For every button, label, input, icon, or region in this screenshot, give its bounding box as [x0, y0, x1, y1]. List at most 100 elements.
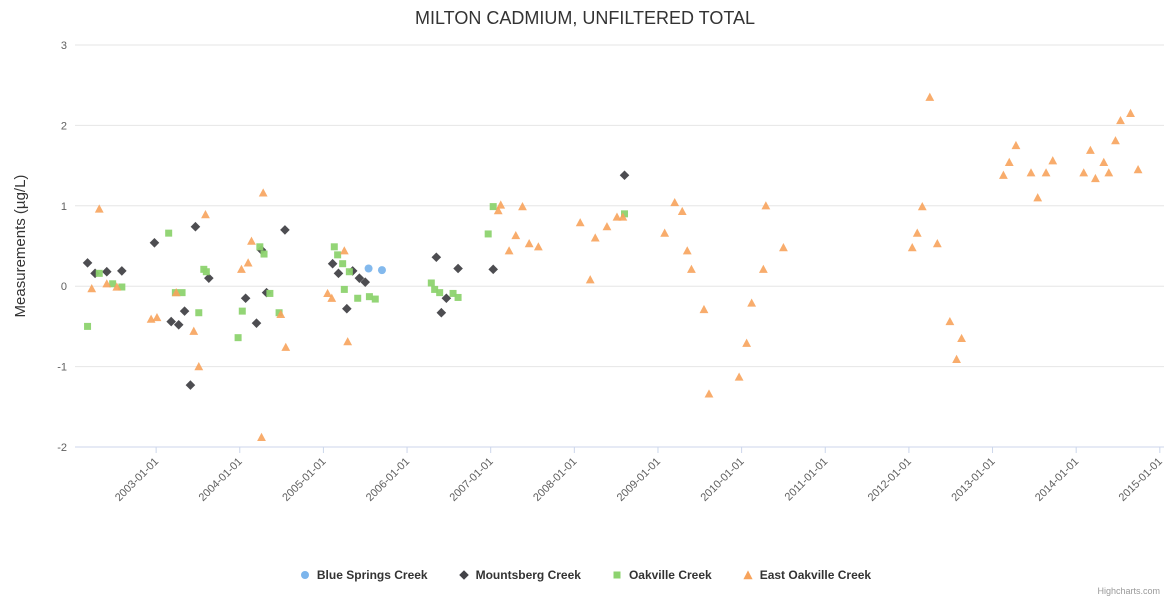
data-point[interactable] [343, 337, 353, 346]
data-point[interactable] [484, 230, 492, 238]
data-point[interactable] [742, 338, 752, 347]
data-point[interactable] [1079, 168, 1089, 177]
data-point[interactable] [178, 289, 186, 297]
data-point[interactable] [619, 170, 630, 181]
data-point[interactable] [237, 264, 246, 273]
data-point[interactable] [251, 318, 262, 328]
legend-item-mountsberg-creek[interactable]: Mountsberg Creek [458, 568, 581, 582]
data-point[interactable] [912, 228, 922, 237]
data-point[interactable] [281, 342, 291, 351]
data-point[interactable] [585, 275, 595, 284]
legend-item-blue-springs-creek[interactable]: Blue Springs Creek [299, 568, 428, 582]
data-point[interactable] [925, 92, 935, 101]
data-point[interactable] [95, 269, 103, 277]
data-point[interactable] [682, 246, 692, 255]
data-point[interactable] [260, 250, 268, 258]
data-point[interactable] [247, 236, 256, 245]
data-point[interactable] [917, 202, 927, 211]
data-point[interactable] [280, 225, 290, 235]
data-point[interactable] [354, 294, 362, 302]
data-point[interactable] [1099, 157, 1109, 166]
data-point[interactable] [493, 206, 503, 215]
data-point[interactable] [275, 309, 283, 317]
data-point[interactable] [496, 200, 506, 209]
data-point[interactable] [171, 288, 181, 297]
data-point[interactable] [1104, 168, 1114, 177]
data-point[interactable] [1011, 140, 1021, 150]
data-point[interactable] [590, 233, 600, 242]
data-point[interactable] [1004, 157, 1014, 166]
data-point[interactable] [1091, 173, 1100, 183]
data-point[interactable] [94, 204, 104, 213]
data-point[interactable] [453, 263, 463, 274]
data-point[interactable] [524, 238, 534, 248]
data-point[interactable] [677, 206, 687, 216]
data-point[interactable] [779, 243, 788, 252]
data-point[interactable] [999, 170, 1008, 179]
data-point[interactable] [339, 260, 347, 268]
data-point[interactable] [257, 432, 266, 441]
data-point[interactable] [334, 251, 342, 259]
data-point[interactable] [957, 333, 966, 343]
data-point[interactable] [166, 316, 176, 327]
data-point[interactable] [734, 372, 744, 381]
data-point[interactable] [117, 266, 127, 276]
data-point[interactable] [327, 293, 337, 302]
legend-item-oakville-creek[interactable]: Oakville Creek [611, 568, 712, 582]
data-point[interactable] [489, 203, 497, 211]
data-point[interactable] [109, 280, 117, 288]
data-point[interactable] [952, 354, 961, 363]
data-point[interactable] [202, 268, 210, 276]
data-point[interactable] [339, 246, 349, 255]
data-point[interactable] [436, 289, 444, 297]
data-point[interactable] [101, 266, 112, 277]
data-point[interactable] [342, 303, 352, 314]
data-point[interactable] [618, 212, 628, 221]
highcharts-credit-link[interactable]: Highcharts.com [1097, 586, 1160, 596]
data-point[interactable] [1111, 136, 1120, 145]
data-point[interactable] [333, 268, 344, 279]
data-point[interactable] [234, 334, 242, 342]
data-point[interactable] [87, 284, 97, 293]
data-point[interactable] [364, 264, 373, 273]
data-point[interactable] [258, 188, 268, 197]
data-point[interactable] [323, 288, 332, 298]
data-point[interactable] [504, 246, 514, 255]
data-point[interactable] [238, 307, 246, 315]
data-point[interactable] [102, 279, 112, 288]
data-point[interactable] [327, 258, 338, 269]
data-point[interactable] [173, 319, 184, 330]
data-point[interactable] [256, 243, 264, 251]
data-point[interactable] [431, 285, 439, 293]
data-point[interactable] [1048, 156, 1058, 165]
data-point[interactable] [758, 264, 768, 273]
data-point[interactable] [747, 298, 757, 307]
data-point[interactable] [185, 380, 196, 390]
data-point[interactable] [427, 279, 435, 287]
data-point[interactable] [194, 362, 204, 371]
data-point[interactable] [82, 258, 93, 268]
data-point[interactable] [907, 243, 917, 252]
data-point[interactable] [149, 237, 160, 248]
data-point[interactable] [441, 293, 452, 304]
data-point[interactable] [360, 277, 371, 287]
data-point[interactable] [266, 289, 274, 297]
data-point[interactable] [704, 389, 714, 398]
data-point[interactable] [612, 212, 622, 221]
data-point[interactable] [189, 326, 199, 335]
data-point[interactable] [454, 293, 462, 301]
data-point[interactable] [165, 229, 173, 237]
data-point[interactable] [1116, 115, 1125, 125]
data-point[interactable] [345, 268, 353, 276]
data-point[interactable] [240, 293, 251, 304]
data-point[interactable] [511, 230, 521, 240]
data-point[interactable] [1085, 145, 1095, 154]
data-point[interactable] [761, 201, 771, 210]
data-point[interactable] [660, 228, 670, 237]
data-point[interactable] [112, 282, 122, 291]
data-point[interactable] [436, 307, 447, 318]
data-point[interactable] [84, 322, 92, 330]
data-point[interactable] [195, 309, 203, 317]
data-point[interactable] [1033, 193, 1043, 202]
data-point[interactable] [621, 210, 629, 218]
